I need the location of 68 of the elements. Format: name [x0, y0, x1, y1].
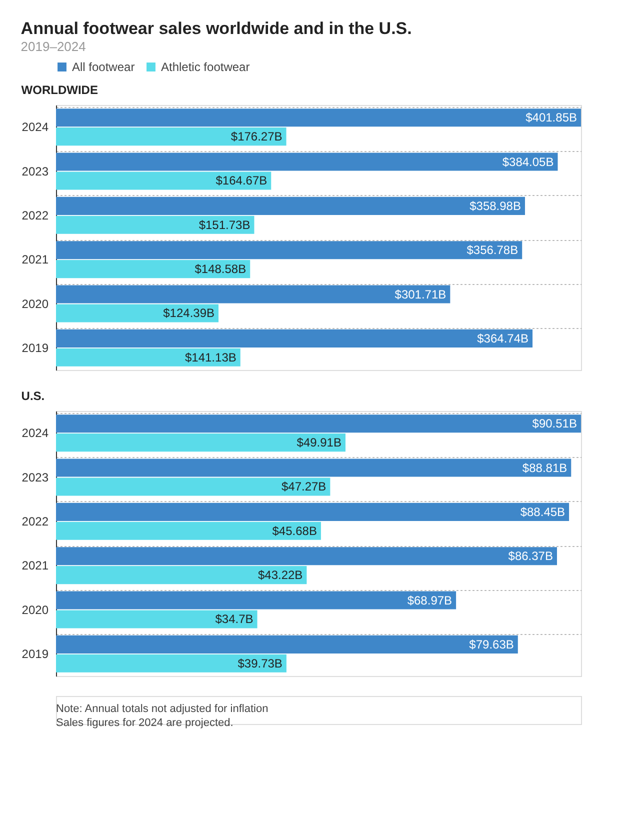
text: Sales figures for 2024 are projected. — [56, 717, 234, 729]
data-label: $124.39B — [163, 306, 215, 320]
data-label: $90.51B — [532, 416, 577, 431]
bar — [56, 591, 456, 610]
data-label: $301.71B — [394, 287, 446, 302]
data-label: $356.78B — [466, 243, 518, 258]
text: WORLDWIDE — [21, 83, 98, 97]
data-label: $401.85B — [526, 110, 577, 125]
data-label: $364.74B — [477, 331, 529, 346]
y-tick-label: 2021 — [22, 558, 49, 573]
y-tick-label: 2020 — [22, 296, 49, 311]
data-label: $47.27B — [281, 480, 326, 494]
bar — [56, 152, 558, 171]
y-tick-label: 2022 — [22, 208, 49, 222]
y-tick-label: 2019 — [22, 340, 49, 355]
bar — [56, 304, 219, 322]
data-label: $39.73B — [238, 656, 282, 670]
bar — [56, 216, 254, 234]
bar — [56, 196, 525, 215]
y-tick-label: 2023 — [22, 164, 49, 178]
data-label: $151.73B — [198, 218, 250, 232]
data-label: $141.13B — [184, 350, 236, 364]
bar — [56, 654, 286, 672]
data-label: $358.98B — [470, 198, 521, 213]
bar — [56, 172, 272, 190]
data-label: $164.67B — [216, 174, 268, 188]
bar — [56, 458, 572, 477]
bar — [56, 108, 581, 127]
chart-title: U.S. — [21, 389, 45, 403]
data-label: $86.37B — [508, 549, 553, 564]
legend-label: All footwear — [72, 60, 135, 74]
y-tick-label: 2023 — [22, 470, 49, 484]
text: Note: Annual totals not adjusted for inflation — [56, 703, 268, 715]
bar — [56, 414, 581, 433]
y-tick-label: 2022 — [22, 514, 49, 528]
y-tick-label: 2021 — [22, 252, 49, 267]
y-tick-label: 2024 — [22, 426, 49, 440]
data-label: $68.97B — [407, 593, 452, 608]
data-label: $88.81B — [522, 460, 568, 475]
data-label: $49.91B — [296, 436, 342, 450]
bar — [56, 635, 518, 654]
bar — [56, 547, 557, 566]
bar — [56, 260, 250, 278]
bar — [56, 502, 570, 521]
data-label: $384.05B — [502, 154, 554, 169]
bar — [56, 434, 346, 452]
data-label: $148.58B — [194, 262, 246, 276]
bar — [56, 566, 307, 584]
bar — [56, 128, 286, 146]
bar — [56, 285, 450, 304]
data-label: $43.22B — [258, 568, 303, 582]
data-label: $176.27B — [230, 130, 282, 144]
bar — [56, 478, 330, 496]
bar — [56, 241, 522, 260]
y-tick-label: 2020 — [22, 602, 49, 617]
data-label: $88.45B — [520, 504, 566, 519]
bar — [56, 522, 321, 540]
y-tick-label: 2019 — [22, 646, 49, 661]
chart-subtitle: 2019–2024 — [20, 39, 86, 54]
bar — [56, 610, 258, 628]
legend-label: Athletic footwear — [161, 60, 250, 74]
data-label: $45.68B — [272, 524, 317, 538]
bar — [56, 329, 533, 348]
data-label: $79.63B — [469, 637, 514, 652]
data-label: $34.7B — [215, 612, 254, 626]
bar — [56, 348, 240, 366]
chart-title: Annual footwear sales worldwide and in the U.S. — [20, 19, 412, 38]
y-tick-label: 2024 — [22, 120, 49, 134]
